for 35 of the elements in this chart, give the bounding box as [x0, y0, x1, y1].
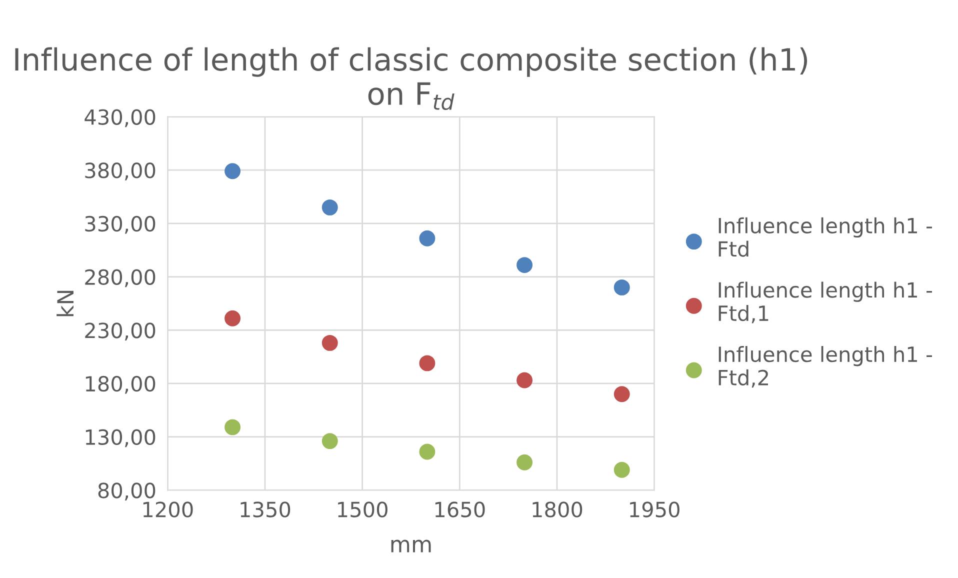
- legend-label: Influence length h1 - Ftd,1: [718, 282, 932, 324]
- y-tick-label: 180,00: [86, 376, 156, 394]
- y-tick-label: 130,00: [86, 429, 156, 448]
- point: [322, 199, 338, 216]
- y-tick-label: 430,00: [84, 109, 156, 128]
- y-tick-label: 280,00: [85, 269, 156, 288]
- x-tick-label: 1650: [435, 502, 485, 518]
- x-tick-label: 1200: [143, 502, 193, 518]
- point: [224, 163, 241, 180]
- chart-title: Influence of length of classic composite section (h1) on F$_{td}$: [15, 47, 808, 110]
- x-axis-title: mm: [391, 540, 431, 552]
- point: [614, 279, 630, 296]
- y-tick-label: 380,00: [85, 162, 156, 180]
- point: [614, 386, 630, 402]
- point: [419, 355, 436, 372]
- point: [516, 372, 533, 388]
- point: [614, 462, 630, 478]
- point: [419, 230, 436, 246]
- legend-label: Influence length h1 - Ftd,2: [718, 346, 932, 388]
- y-axis-title: kN: [56, 290, 74, 316]
- point: [224, 419, 241, 436]
- y-tick-label: 230,00: [85, 322, 156, 340]
- point: [224, 310, 241, 326]
- point: [419, 444, 436, 460]
- point: [516, 257, 533, 274]
- point: [322, 334, 338, 351]
- y-tick-label: 80,00: [98, 482, 156, 500]
- point: [516, 454, 533, 470]
- x-tick-label: 1500: [338, 502, 388, 518]
- x-tick-label: 1350: [240, 502, 290, 518]
- y-tick-label: 330,00: [85, 216, 156, 234]
- x-tick-label: 1800: [532, 502, 582, 518]
- legend-label: Influence length h1 - Ftd: [718, 217, 932, 257]
- point: [322, 433, 338, 450]
- x-tick-label: 1950: [630, 502, 680, 518]
